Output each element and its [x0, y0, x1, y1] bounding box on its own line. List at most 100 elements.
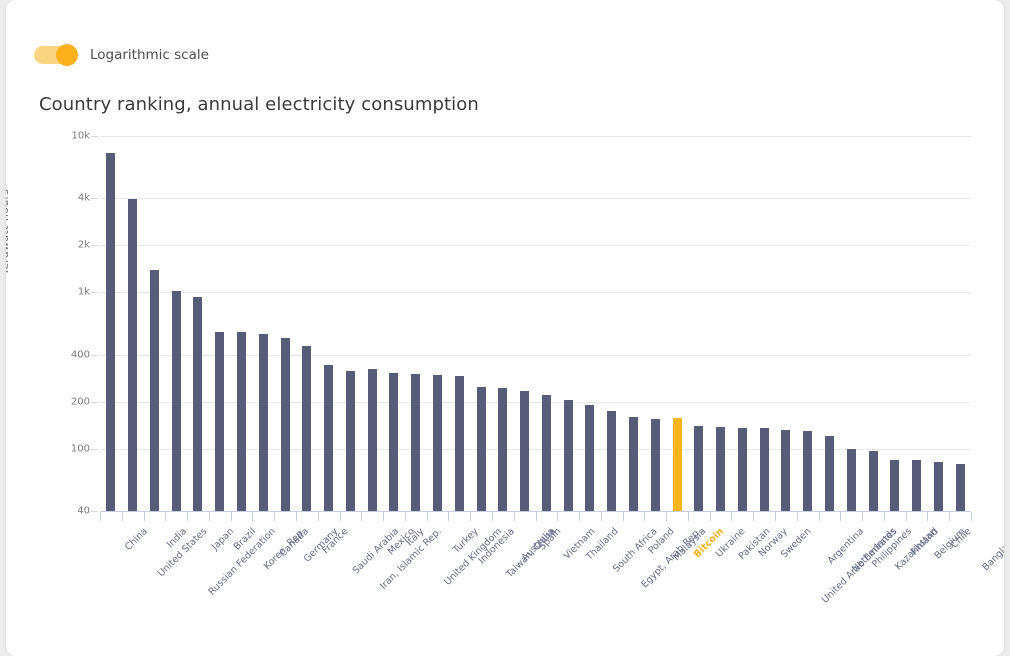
x-tick-mark: [165, 512, 167, 521]
bar[interactable]: [171, 291, 181, 511]
x-tick-mark: [622, 512, 624, 521]
bar[interactable]: [759, 428, 769, 511]
bar[interactable]: [433, 375, 442, 511]
bar[interactable]: [781, 429, 791, 511]
x-tick-label: Spain: [536, 526, 563, 553]
bar[interactable]: [498, 387, 508, 511]
y-tick-mark: [91, 136, 98, 137]
x-tick-mark: [644, 512, 646, 521]
x-tick-mark: [426, 512, 428, 521]
bar[interactable]: [193, 297, 203, 511]
x-tick-label: Bangladesh: [980, 526, 1004, 574]
bar[interactable]: [824, 436, 834, 511]
bar[interactable]: [955, 463, 965, 511]
plot-area: [100, 136, 971, 512]
bar[interactable]: [585, 405, 595, 511]
bar[interactable]: [324, 364, 334, 511]
log-scale-toggle-row[interactable]: Logarithmic scale: [34, 42, 209, 68]
x-tick-mark: [295, 512, 297, 521]
x-tick-mark: [579, 512, 581, 521]
bar[interactable]: [106, 152, 116, 511]
y-tick-mark: [91, 292, 98, 294]
bar[interactable]: [541, 395, 551, 511]
x-tick-mark: [796, 512, 798, 521]
bar[interactable]: [650, 419, 660, 511]
x-tick-mark: [883, 512, 885, 521]
y-tick-label: 200: [70, 396, 90, 408]
x-tick-mark: [840, 512, 842, 521]
y-tick-mark: [91, 511, 98, 512]
bar[interactable]: [215, 331, 225, 511]
gridline: [100, 401, 971, 403]
x-tick-mark: [600, 512, 602, 521]
x-tick-mark: [361, 512, 363, 521]
bar[interactable]: [520, 390, 530, 511]
gridline: [100, 245, 971, 247]
bar[interactable]: [302, 345, 312, 511]
x-tick-mark: [274, 512, 276, 521]
bar[interactable]: [716, 426, 726, 511]
x-tick-mark: [143, 512, 145, 521]
bar[interactable]: [868, 450, 878, 511]
x-tick-mark: [905, 512, 907, 521]
x-tick-mark: [187, 512, 189, 521]
y-tick-label: 10k: [71, 130, 90, 142]
bar[interactable]: [389, 373, 399, 511]
bar[interactable]: [345, 370, 355, 511]
x-tick-mark: [252, 512, 254, 521]
x-tick-mark: [339, 512, 341, 521]
x-tick-mark: [230, 512, 232, 521]
y-tick-label: 1k: [77, 286, 90, 298]
bar[interactable]: [128, 199, 138, 511]
bar[interactable]: [933, 462, 943, 511]
gridline: [100, 136, 971, 137]
y-tick-label: 4k: [77, 192, 90, 204]
x-tick-mark: [927, 512, 929, 521]
x-tick-mark: [208, 512, 210, 521]
logarithmic-scale-toggle[interactable]: [34, 44, 78, 66]
bar[interactable]: [367, 368, 377, 511]
bar[interactable]: [846, 448, 856, 511]
bar[interactable]: [912, 459, 922, 511]
bar[interactable]: [890, 459, 900, 511]
x-tick-mark: [862, 512, 864, 521]
x-tick-mark: [121, 512, 123, 521]
log-scale-toggle-label: Logarithmic scale: [90, 47, 209, 63]
bar[interactable]: [607, 410, 617, 511]
bar[interactable]: [563, 400, 573, 511]
bar[interactable]: [149, 269, 159, 511]
bar[interactable]: [454, 376, 464, 511]
toggle-knob-icon: [56, 44, 78, 66]
y-tick-mark: [91, 448, 98, 450]
x-tick-label: Chile: [949, 526, 974, 551]
bar[interactable]: [280, 338, 290, 511]
x-tick-mark: [818, 512, 820, 521]
x-tick-mark: [971, 512, 972, 521]
x-tick-mark: [100, 512, 101, 521]
x-axis-line: [100, 511, 971, 512]
bar[interactable]: [258, 333, 268, 511]
y-tick-label: 400: [70, 349, 90, 361]
bar[interactable]: [737, 428, 747, 511]
bar[interactable]: [803, 430, 813, 511]
gridline: [100, 354, 971, 356]
y-tick-mark: [91, 401, 98, 403]
x-tick-mark: [491, 512, 493, 521]
bar[interactable]: [411, 374, 421, 511]
x-tick-label: Japan: [209, 526, 237, 553]
bar[interactable]: [628, 416, 638, 511]
bar[interactable]: [237, 332, 247, 511]
y-tick-mark: [91, 198, 98, 200]
x-tick-mark: [317, 512, 319, 521]
gridline: [100, 198, 971, 200]
bar[interactable]: [694, 425, 704, 511]
bar-highlighted[interactable]: [672, 417, 682, 511]
y-axis-tick-labels: 10k 4k 2k 1k 400 200 100 40: [40, 0, 90, 656]
y-tick-label: 2k: [77, 239, 90, 251]
chart-card: Logarithmic scale Country ranking, annua…: [6, 0, 1004, 656]
y-tick-label: 100: [70, 443, 90, 455]
bar[interactable]: [476, 386, 486, 511]
x-tick-mark: [448, 512, 450, 521]
y-tick-label: 40: [77, 505, 90, 517]
x-tick-mark: [687, 512, 689, 521]
